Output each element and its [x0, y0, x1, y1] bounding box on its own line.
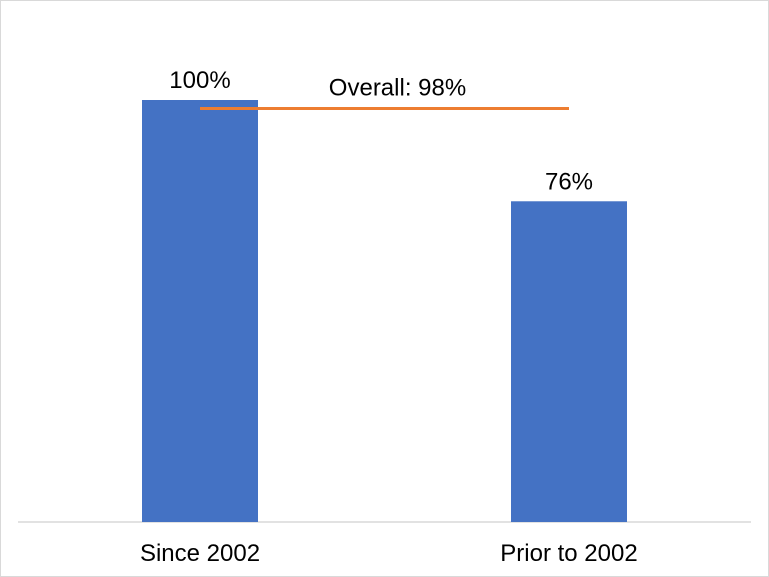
bar-value-label: 100%: [169, 67, 230, 94]
x-tick-label: Since 2002: [140, 540, 260, 567]
x-tick-label: Prior to 2002: [500, 540, 637, 567]
bar-prior-to-2002: [511, 201, 627, 522]
bar-since-2002: [142, 100, 258, 522]
overall-reference-label: Overall: 98%: [329, 74, 466, 101]
bar-value-label: 76%: [545, 168, 593, 195]
